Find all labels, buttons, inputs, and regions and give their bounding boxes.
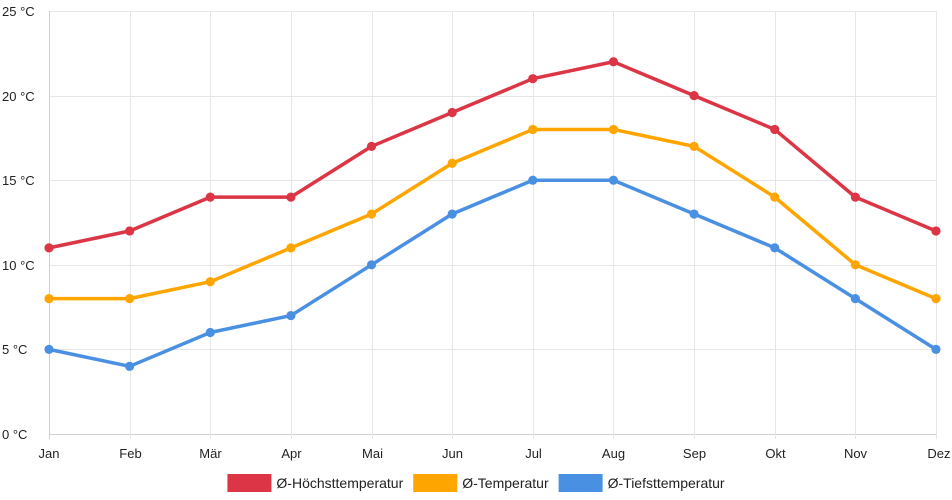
legend-item-3: Ø-Tiefsttemperatur <box>558 474 725 492</box>
legend-label: Ø-Tiefsttemperatur <box>608 475 725 491</box>
x-tick-label: Nov <box>844 446 868 461</box>
data-point <box>770 124 780 135</box>
data-point <box>850 260 860 270</box>
data-point <box>608 57 619 67</box>
data-point <box>850 192 860 202</box>
y-tick-label: 20 °C <box>2 89 35 104</box>
y-tick-label: 5 °C <box>2 342 27 357</box>
data-point <box>770 192 780 202</box>
series-1 <box>44 57 941 253</box>
data-point <box>205 192 215 202</box>
data-point <box>608 175 619 185</box>
x-tick-label: Mai <box>362 446 383 461</box>
legend-swatch <box>558 474 603 492</box>
x-tick-label: Jun <box>442 446 463 461</box>
legend-swatch <box>227 474 272 492</box>
data-point <box>770 243 780 253</box>
x-tick-label: Okt <box>765 446 786 461</box>
legend-item-2: Ø-Temperatur <box>413 474 549 492</box>
y-tick-label: 0 °C <box>2 427 27 442</box>
x-tick-label: Sep <box>683 446 706 461</box>
axes: 0 °C 5 °C 10 °C 15 °C 20 °C 25 °C Jan Feb Mär Apr… <box>2 4 951 461</box>
data-point <box>608 124 619 135</box>
data-point <box>931 344 941 354</box>
data-point <box>447 158 457 168</box>
data-point <box>528 175 538 185</box>
data-point <box>528 74 538 84</box>
data-point <box>689 91 699 101</box>
data-point <box>125 294 135 304</box>
data-point <box>125 361 135 371</box>
series-line <box>48 178 937 369</box>
data-point <box>286 310 296 321</box>
data-point <box>44 294 54 304</box>
data-point <box>205 277 215 287</box>
data-point <box>366 209 377 219</box>
legend-swatch <box>413 474 458 492</box>
data-point <box>850 294 860 304</box>
data-point <box>44 243 54 253</box>
x-tick-label: Feb <box>119 446 141 461</box>
data-point <box>931 226 941 236</box>
series-lines <box>44 57 941 371</box>
data-point <box>205 327 215 338</box>
data-point <box>366 141 377 151</box>
y-tick-label: 25 °C <box>2 4 35 19</box>
x-tick-label: Jan <box>39 446 60 461</box>
x-tick-label: Apr <box>281 446 302 461</box>
data-point <box>125 226 135 236</box>
y-tick-label: 10 °C <box>2 258 35 273</box>
series-line <box>49 127 937 301</box>
data-point <box>366 260 377 270</box>
data-point <box>447 107 457 118</box>
series-2 <box>44 124 941 304</box>
x-tick-label: Mär <box>199 446 222 461</box>
legend: Ø-Höchsttemperatur Ø-Temperatur Ø-Tiefstte… <box>227 474 725 492</box>
data-point <box>44 344 54 354</box>
series-line <box>48 60 937 250</box>
data-point <box>689 141 699 151</box>
x-tick-label: Jul <box>525 446 542 461</box>
x-tick-label: Aug <box>602 446 625 461</box>
series-3 <box>44 175 941 371</box>
x-tick-label: Dez <box>927 446 950 461</box>
data-point <box>286 192 296 202</box>
legend-item-1: Ø-Höchsttemperatur <box>227 474 404 492</box>
data-point <box>286 243 296 253</box>
y-tick-label: 15 °C <box>2 173 35 188</box>
data-point <box>689 209 699 219</box>
data-point <box>447 209 457 219</box>
data-point <box>528 124 538 135</box>
legend-label: Ø-Temperatur <box>462 475 549 491</box>
grid <box>49 11 937 439</box>
data-point <box>931 294 941 304</box>
legend-label: Ø-Höchsttemperatur <box>276 475 403 491</box>
